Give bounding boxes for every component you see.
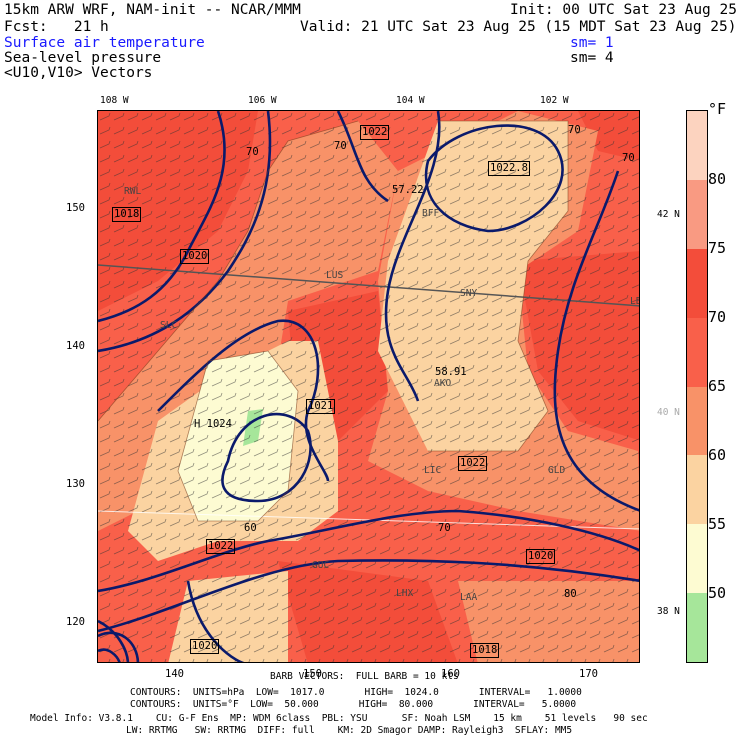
wind-barbs bbox=[98, 111, 639, 662]
colorbar-segment bbox=[687, 524, 707, 594]
pressure-contours-corner bbox=[98, 631, 140, 662]
station-label: GLD bbox=[548, 465, 566, 476]
forecast-hour: Fcst: 21 h bbox=[4, 19, 109, 35]
colorbar-tick: 60 bbox=[708, 446, 727, 464]
field-vectors-label: <U10,V10> Vectors bbox=[4, 65, 153, 81]
colorbar-segment bbox=[687, 593, 707, 662]
latitude-label: 40 N bbox=[657, 407, 680, 418]
point-value: 57.22 bbox=[392, 184, 424, 196]
station-label: BFF bbox=[422, 208, 440, 219]
high-pressure-label: H 1024 bbox=[194, 418, 232, 430]
pressure-label: 1022 bbox=[458, 456, 488, 471]
temperature-contour-info: CONTOURS: UNITS=°F LOW= 50.000 HIGH= 80.… bbox=[130, 699, 577, 710]
colorbar-segment bbox=[687, 179, 707, 249]
pressure-contour-info: CONTOURS: UNITS=hPa LOW= 1017.0 HIGH= 10… bbox=[130, 687, 582, 698]
pressure-contours bbox=[98, 111, 639, 662]
pressure-label: 1020 bbox=[180, 249, 210, 264]
colorbar-tick: 70 bbox=[708, 308, 727, 326]
field-temperature-label: Surface air temperature bbox=[4, 35, 205, 51]
colorbar-tick: 65 bbox=[708, 377, 727, 395]
grid-y-label: 130 bbox=[66, 478, 85, 490]
temperature-contours bbox=[98, 120, 569, 522]
colorbar-tick: 80 bbox=[708, 170, 727, 188]
station-label: GUC bbox=[312, 560, 330, 571]
longitude-label: 108 W bbox=[100, 95, 129, 106]
colorbar-segment bbox=[687, 386, 707, 456]
temperature-label: 60 bbox=[244, 522, 257, 534]
longitude-label: 104 W bbox=[396, 95, 425, 106]
latitude-label: 42 N bbox=[657, 209, 680, 220]
model-info-line2: LW: RRTMG SW: RRTMG DIFF: full KM: 2D Sm… bbox=[126, 725, 573, 736]
init-time: Init: 00 UTC Sat 23 Aug 25 bbox=[510, 2, 737, 18]
grid-x-label: 150 bbox=[303, 668, 322, 680]
longitude-label: 102 W bbox=[540, 95, 569, 106]
temperature-label: 70 bbox=[622, 152, 635, 164]
grid-x-label: 140 bbox=[165, 668, 184, 680]
colorbar-tick: 55 bbox=[708, 515, 727, 533]
state-border bbox=[98, 264, 639, 307]
valid-time: Valid: 21 UTC Sat 23 Aug 25 (15 MDT Sat … bbox=[300, 19, 737, 35]
temperature-label: 70 bbox=[246, 146, 259, 158]
temperature-label: 70 bbox=[438, 522, 451, 534]
weather-map-canvas bbox=[98, 111, 639, 662]
pressure-label: 1018 bbox=[470, 643, 500, 658]
station-label: LAA bbox=[460, 592, 478, 603]
barb-legend: BARB VECTORS: FULL BARB = 10 kts bbox=[270, 671, 459, 682]
colorbar-segment bbox=[687, 455, 707, 525]
high-pressure-label: 1022.8 bbox=[488, 161, 530, 176]
grid-y-label: 120 bbox=[66, 616, 85, 628]
station-label: LHX bbox=[396, 588, 414, 599]
station-label: RWL bbox=[124, 186, 142, 197]
pressure-label: 1022 bbox=[206, 539, 236, 554]
station-label: LUS bbox=[326, 270, 344, 281]
colorbar-segment bbox=[687, 248, 707, 318]
temperature-label: 70 bbox=[568, 124, 581, 136]
colorbar-segment bbox=[687, 111, 707, 180]
station-label: SNY bbox=[460, 288, 478, 299]
station-label: AKO bbox=[434, 378, 452, 389]
field-pressure-label: Sea-level pressure bbox=[4, 50, 162, 66]
point-value: 58.91 bbox=[435, 366, 467, 378]
pressure-label: 1020 bbox=[190, 639, 220, 654]
latitude-label: 38 N bbox=[657, 606, 680, 617]
station-label: SLC bbox=[160, 320, 178, 331]
grid-x-label: 170 bbox=[579, 668, 598, 680]
station-label: LIC bbox=[424, 465, 442, 476]
station-label: LBF bbox=[630, 296, 639, 307]
weather-map: 1022 1018 1020 1022 1022 1020 1018 1020 … bbox=[97, 110, 640, 663]
colorbar-tick: 75 bbox=[708, 239, 727, 257]
field-temperature-smoothing: sm= 1 bbox=[570, 35, 614, 51]
colorbar-tick: 50 bbox=[708, 584, 727, 602]
model-title: 15km ARW WRF, NAM-init -- NCAR/MMM bbox=[4, 2, 301, 18]
colorbar-unit: °F bbox=[708, 100, 727, 118]
temperature-colorbar bbox=[686, 110, 708, 663]
grid-y-label: 140 bbox=[66, 340, 85, 352]
model-info-line1: Model Info: V3.8.1 CU: G-F Ens MP: WDM 6… bbox=[30, 713, 648, 724]
longitude-label: 106 W bbox=[248, 95, 277, 106]
temperature-label: 70 bbox=[334, 140, 347, 152]
pressure-label: 1022 bbox=[360, 125, 390, 140]
grid-x-label: 160 bbox=[441, 668, 460, 680]
field-pressure-smoothing: sm= 4 bbox=[570, 50, 614, 66]
pressure-label: 1018 bbox=[112, 207, 142, 222]
grid-y-label: 150 bbox=[66, 202, 85, 214]
colorbar-segment bbox=[687, 317, 707, 387]
temperature-label: 80 bbox=[564, 588, 577, 600]
pressure-label: 1021 bbox=[306, 399, 336, 414]
pressure-label: 1020 bbox=[526, 549, 556, 564]
